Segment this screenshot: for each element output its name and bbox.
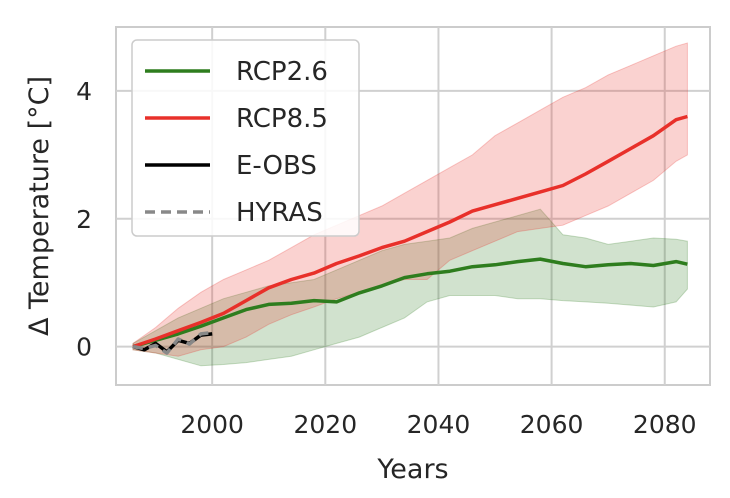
series-line-e-obs <box>132 332 213 354</box>
x-axis-label: Years <box>376 454 448 485</box>
y-tick-label: 4 <box>76 77 92 106</box>
x-tick-label: 2020 <box>294 410 358 439</box>
plot-area <box>115 26 711 386</box>
y-tick-labels: 0 2 4 <box>76 77 92 362</box>
y-tick-label: 0 <box>76 333 92 362</box>
y-axis-label: Δ Temperature [°C] <box>24 76 55 336</box>
x-tick-labels: 2000 2020 2040 2060 2080 <box>180 410 696 439</box>
legend-label: E-OBS <box>236 151 317 181</box>
legend: RCP2.6 RCP8.5 E-OBS HYRAS <box>131 39 360 237</box>
x-tick-label: 2040 <box>407 410 471 439</box>
x-tick-label: 2060 <box>520 410 584 439</box>
x-tick-label: 2000 <box>180 410 244 439</box>
legend-label: RCP2.6 <box>236 57 328 87</box>
band-rcp2-6 <box>132 208 688 367</box>
x-tick-label: 2080 <box>633 410 697 439</box>
legend-frame <box>131 39 360 237</box>
y-tick-label: 2 <box>76 205 92 234</box>
legend-label: HYRAS <box>236 198 323 228</box>
uncertainty-bands <box>132 42 688 367</box>
series-lines <box>132 114 688 355</box>
series-line-rcp8-5 <box>132 114 688 349</box>
series-line-rcp2-6 <box>132 257 688 349</box>
legend-label: RCP8.5 <box>236 104 328 134</box>
